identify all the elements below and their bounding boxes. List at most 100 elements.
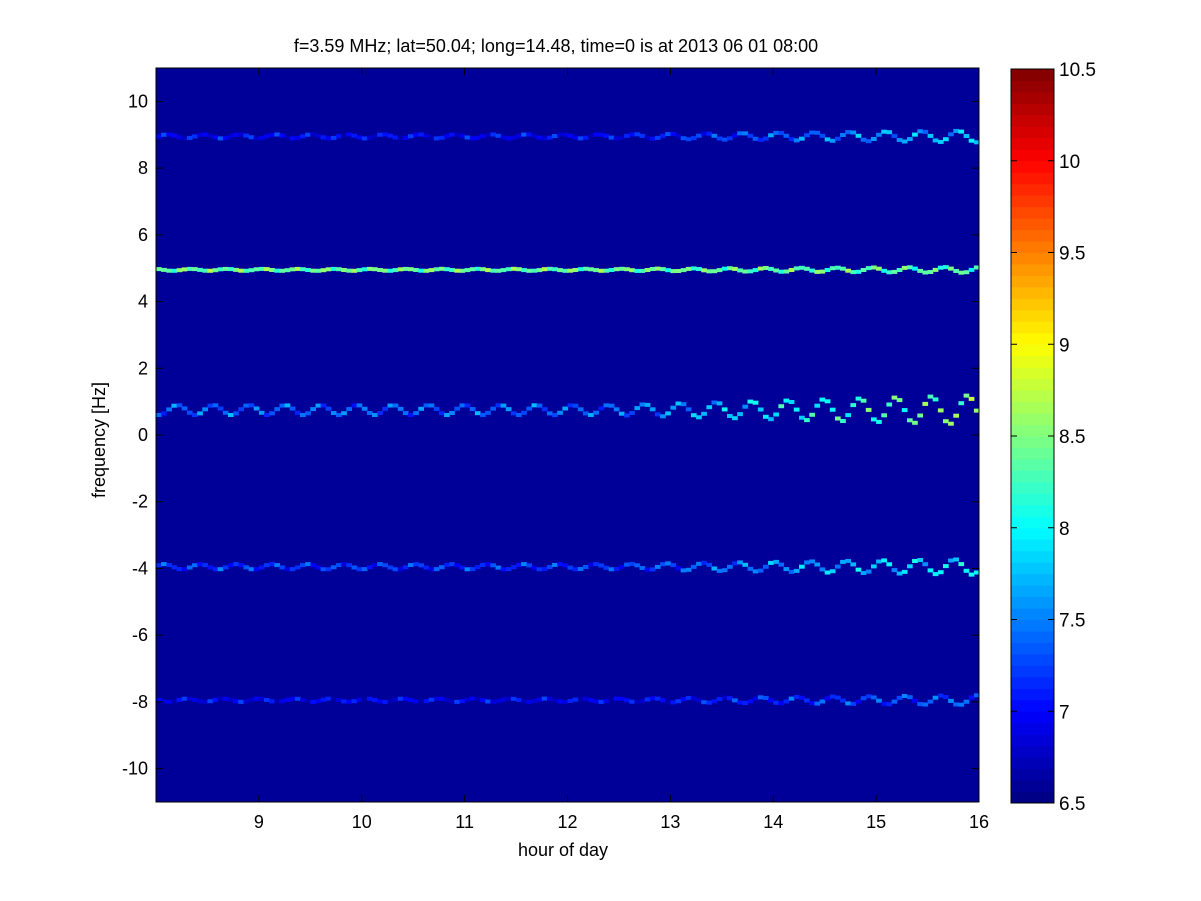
line-segment: [156, 267, 162, 272]
line-segment: [824, 268, 831, 272]
line-segment: [459, 565, 466, 570]
line-segment: [835, 695, 841, 700]
line-segment: [793, 407, 800, 412]
line-segment: [330, 696, 337, 701]
line-segment: [876, 266, 882, 271]
line-segment: [562, 406, 569, 411]
line-segment: [238, 407, 244, 412]
line-segment: [675, 401, 682, 406]
line-segment: [202, 699, 208, 704]
line-segment: [613, 407, 620, 412]
line-segment: [444, 134, 450, 139]
colorbar-band: [1011, 481, 1054, 494]
line-segment: [634, 563, 641, 568]
line-segment: [238, 699, 244, 704]
line-segment: [788, 400, 795, 404]
line-segment: [423, 268, 430, 273]
line-segment: [192, 267, 198, 272]
line-segment: [500, 567, 507, 572]
colorbar-band: [1011, 367, 1054, 380]
line-segment: [896, 138, 903, 142]
line-segment: [161, 411, 167, 416]
line-segment: [917, 268, 923, 273]
colorbar-tick-label: 9: [1059, 335, 1070, 356]
line-segment: [392, 403, 399, 408]
line-segment: [953, 269, 959, 273]
line-segment: [490, 699, 496, 704]
line-segment: [577, 567, 584, 571]
colorbar-band: [1011, 539, 1054, 552]
line-segment: [207, 403, 214, 408]
x-tick-label: 10: [352, 812, 372, 832]
line-segment: [284, 567, 291, 572]
line-segment: [459, 268, 466, 273]
line-segment: [706, 269, 713, 274]
line-segment: [258, 266, 265, 271]
line-segment: [804, 133, 810, 138]
line-segment: [690, 564, 697, 569]
line-segment: [233, 699, 239, 704]
line-segment: [788, 696, 795, 701]
line-segment: [793, 266, 800, 271]
colorbar-tick-label: 10: [1059, 152, 1080, 173]
line-segment: [814, 130, 821, 135]
line-segment: [572, 135, 579, 140]
colorbar-band: [1011, 321, 1054, 334]
line-segment: [768, 417, 774, 422]
colorbar-band: [1011, 458, 1054, 471]
line-segment: [752, 400, 759, 405]
line-segment: [495, 403, 502, 408]
line-segment: [305, 411, 311, 416]
line-segment: [588, 134, 594, 138]
line-segment: [845, 130, 851, 135]
line-segment: [634, 132, 641, 137]
line-segment: [346, 563, 352, 568]
line-segment: [644, 402, 651, 407]
line-segment: [824, 696, 831, 701]
line-segment: [258, 135, 265, 140]
line-segment: [907, 564, 913, 569]
line-segment: [500, 135, 507, 140]
x-tick-label: 13: [660, 812, 680, 832]
line-segment: [768, 698, 774, 703]
line-segment: [284, 697, 291, 702]
line-segment: [197, 267, 203, 272]
line-segment: [958, 702, 965, 707]
line-segment: [310, 407, 316, 412]
line-segment: [176, 697, 183, 702]
line-segment: [634, 700, 641, 705]
line-segment: [696, 415, 702, 420]
line-segment: [392, 567, 399, 572]
line-segment: [809, 701, 815, 706]
line-segment: [181, 267, 188, 272]
line-segment: [336, 267, 342, 272]
line-segment: [809, 268, 815, 273]
line-segment: [639, 566, 646, 570]
line-segment: [747, 399, 754, 404]
line-segment: [289, 696, 296, 701]
line-segment: [228, 697, 234, 702]
line-segment: [763, 414, 769, 419]
line-segment: [274, 563, 280, 568]
line-segment: [171, 565, 178, 570]
line-segment: [680, 697, 687, 702]
line-segment: [428, 697, 435, 702]
line-segment: [896, 571, 903, 576]
line-segment: [310, 563, 316, 568]
line-segment: [819, 567, 826, 572]
colorbar-band: [1011, 780, 1054, 793]
line-segment: [922, 401, 929, 406]
line-segment: [799, 415, 805, 420]
line-segment: [685, 567, 692, 572]
line-segment: [896, 695, 903, 700]
line-segment: [248, 135, 255, 140]
line-segment: [464, 268, 471, 273]
line-segment: [238, 563, 244, 568]
line-segment: [546, 411, 553, 416]
colorbar-band: [1011, 286, 1054, 299]
line-segment: [356, 268, 363, 273]
line-segment: [721, 266, 728, 271]
colorbar-band: [1011, 413, 1054, 426]
line-segment: [603, 699, 610, 703]
line-segment: [300, 563, 306, 568]
